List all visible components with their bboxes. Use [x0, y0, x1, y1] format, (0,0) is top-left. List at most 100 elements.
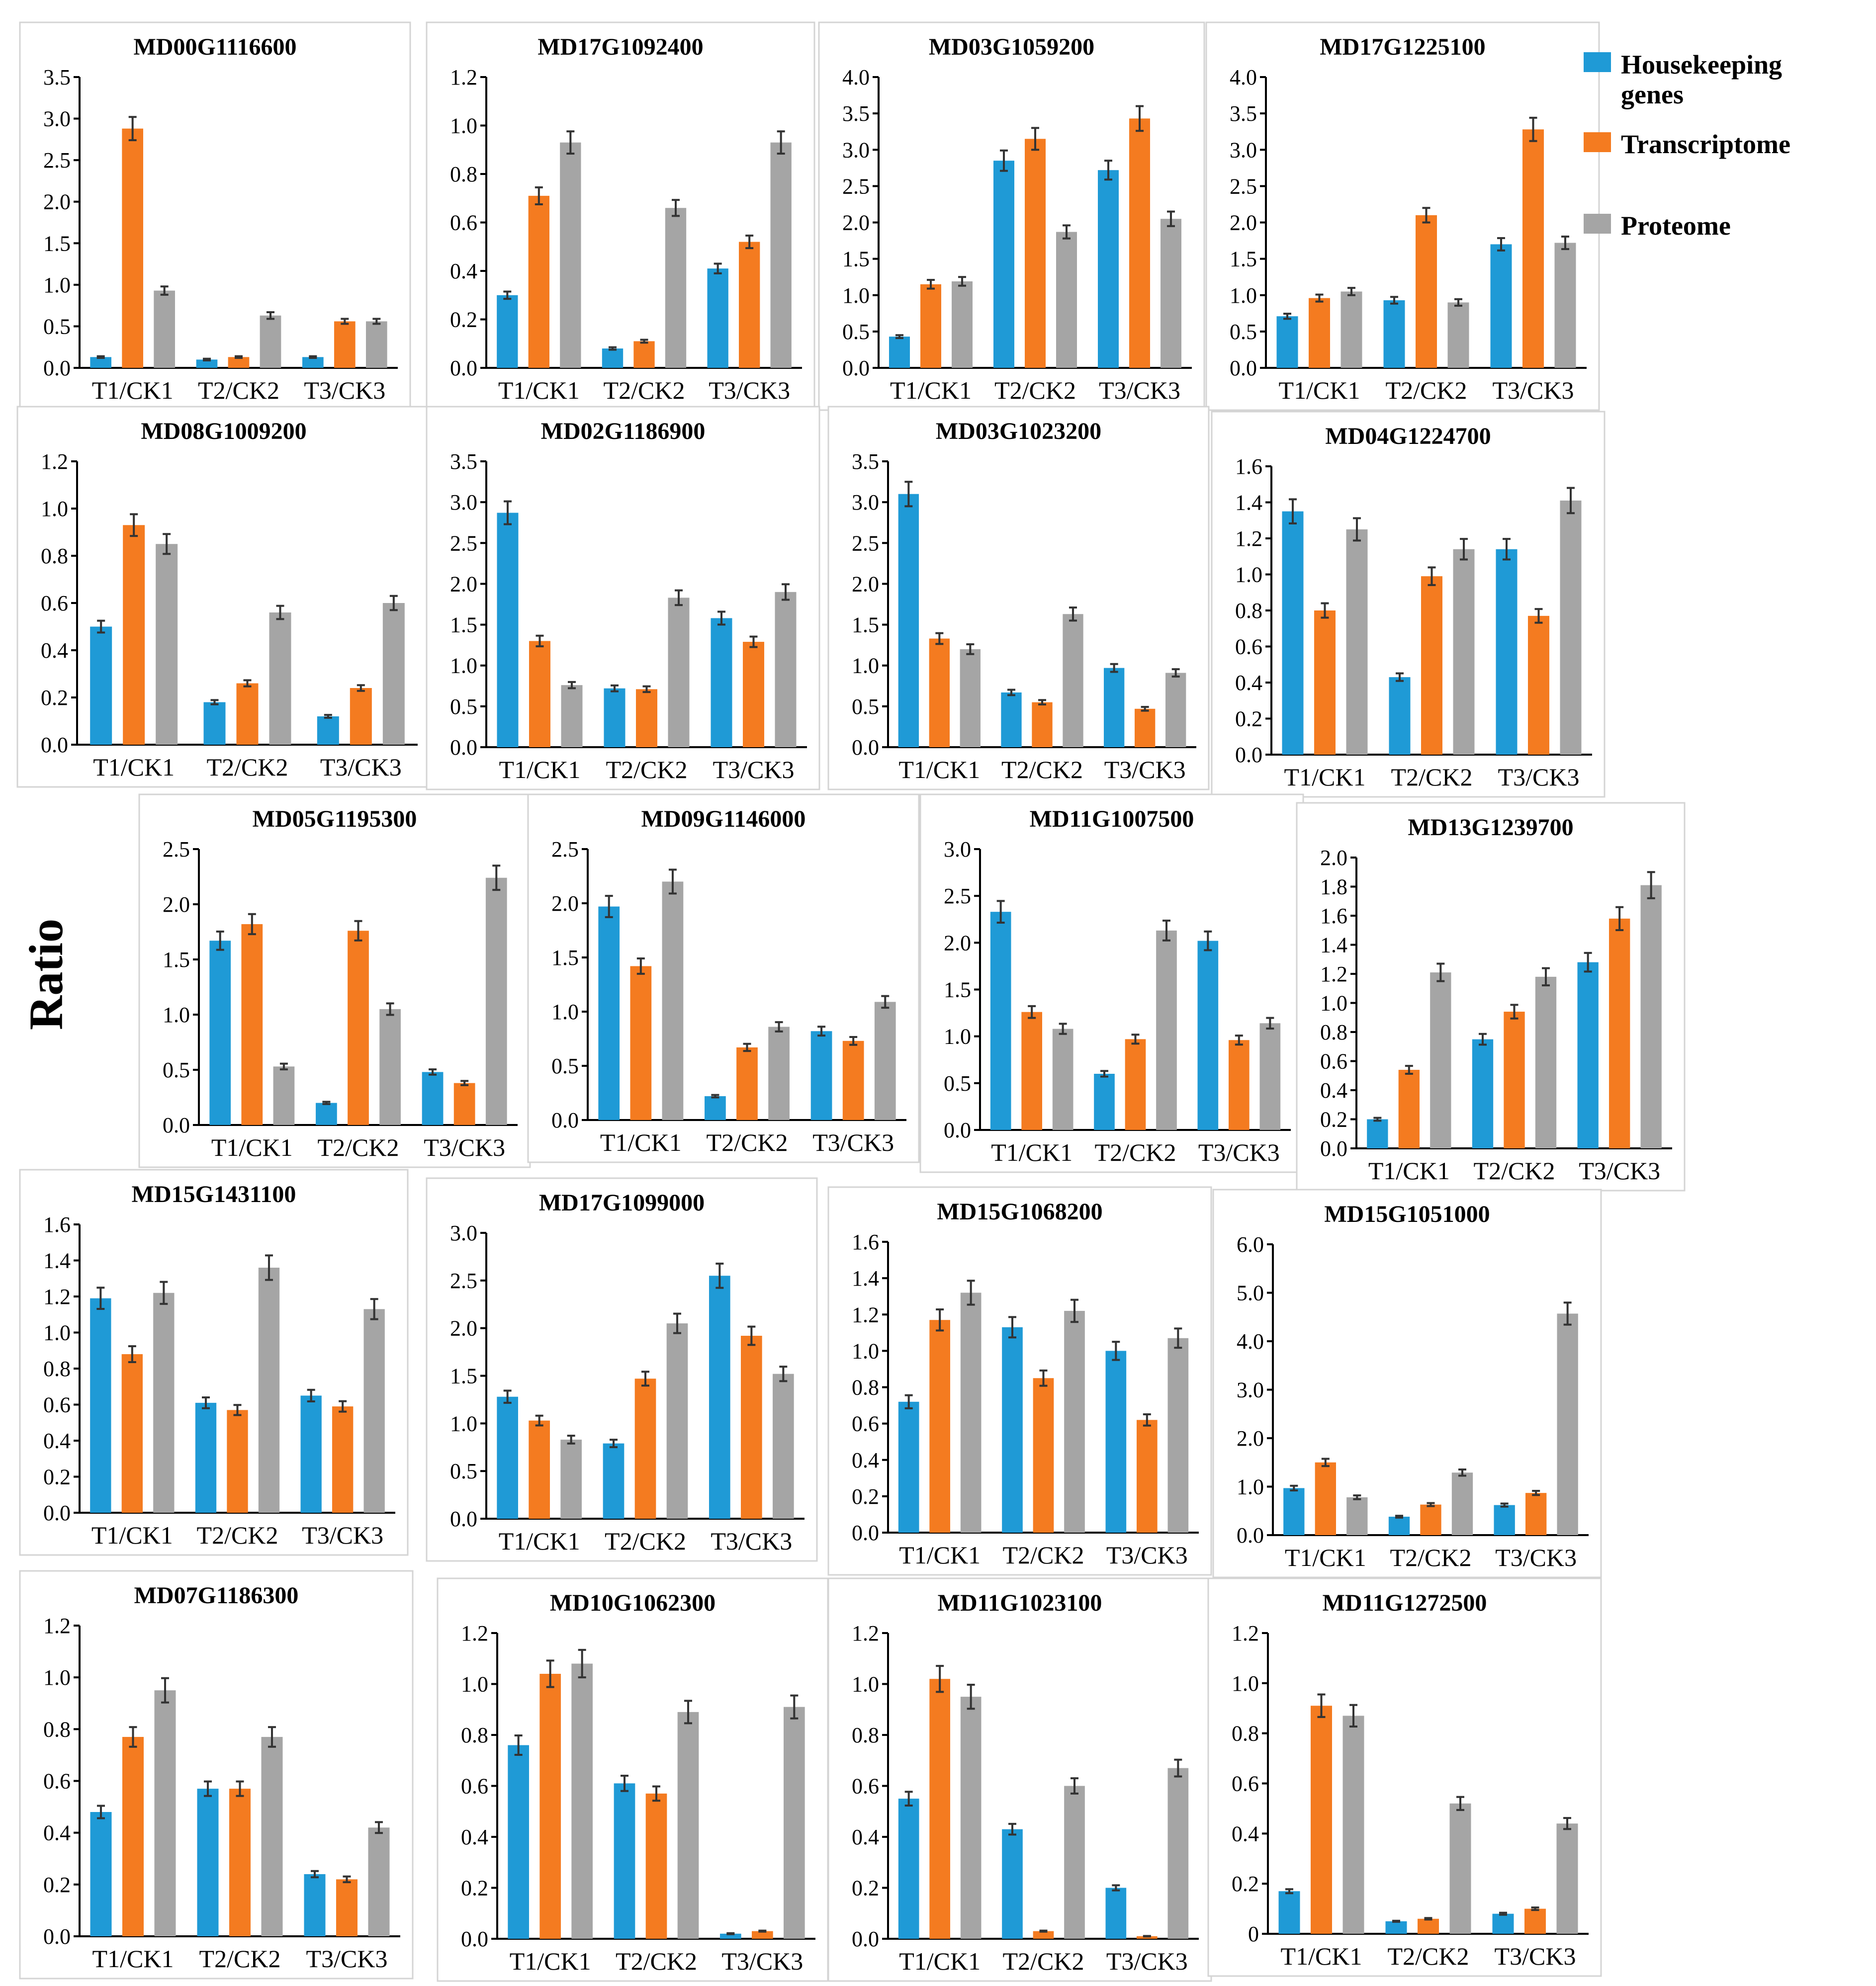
error-bar — [1028, 1005, 1036, 1019]
y-tick-label: 0.8 — [852, 1723, 879, 1747]
error-bar — [307, 1388, 315, 1402]
error-bar — [129, 1726, 137, 1748]
bar-proteome — [1430, 972, 1451, 1148]
bar-proteome — [561, 685, 583, 747]
x-category-label: T3/CK3 — [1579, 1157, 1660, 1185]
bar-transcriptome — [1420, 1504, 1441, 1535]
error-bar — [386, 1002, 394, 1016]
x-category-label: T2/CK2 — [605, 1527, 686, 1555]
x-category-label: T1/CK1 — [1279, 376, 1360, 404]
error-bar — [1563, 1817, 1571, 1830]
error-bar — [1321, 602, 1329, 619]
error-bar — [1167, 210, 1175, 227]
error-bar — [636, 957, 645, 975]
chart-panel: MD05G1195300 0.0 0.5 1.0 1.5 2.0 2.5 T1/CK1 T2/C… — [138, 793, 531, 1168]
bar-transcriptome — [227, 1410, 248, 1513]
y-tick-label: 2.0 — [1230, 211, 1257, 235]
y-tick-label: 2.0 — [1237, 1426, 1264, 1451]
x-category-label: T1/CK1 — [991, 1138, 1072, 1166]
bar-transcriptome — [1125, 1039, 1146, 1130]
y-tick-label: 2.5 — [944, 884, 971, 908]
error-bar — [1563, 1301, 1572, 1326]
error-bar — [1584, 951, 1592, 973]
error-bar — [504, 500, 512, 525]
y-tick-label: 3.5 — [1230, 101, 1257, 126]
y-tick-label: 2.5 — [450, 1269, 477, 1293]
error-bar — [1143, 1413, 1151, 1427]
error-bar — [341, 318, 349, 325]
bar-housekeeping — [203, 702, 226, 745]
bar-transcriptome — [633, 341, 655, 368]
error-bar — [536, 634, 544, 648]
legend-label-transcriptome: Transcriptome — [1621, 129, 1790, 159]
error-bar — [1531, 1906, 1539, 1911]
bar-proteome — [677, 1712, 699, 1939]
x-category-label: T1/CK1 — [899, 1541, 981, 1569]
x-category-label: T2/CK2 — [1391, 763, 1473, 791]
x-category-label: T1/CK1 — [890, 376, 972, 404]
x-category-label: T3/CK3 — [1104, 756, 1186, 783]
error-bar — [1071, 1298, 1078, 1323]
bar-transcriptome — [1137, 1936, 1158, 1939]
bar-transcriptome — [920, 284, 941, 368]
y-tick-label: 0.0 — [43, 356, 71, 380]
x-category-label: T3/CK3 — [302, 1521, 383, 1549]
x-category-label: T2/CK2 — [1001, 756, 1083, 783]
x-category-label: T1/CK1 — [1368, 1157, 1450, 1185]
y-tick-label: 3.5 — [852, 449, 879, 474]
bar-housekeeping — [90, 626, 112, 745]
chart-panel: MD04G1224700 0.0 0.2 0.4 0.6 0.8 1.0 1.2 1.4 1.6 T… — [1211, 411, 1606, 798]
bar-proteome — [775, 592, 797, 747]
y-tick-label: 0.6 — [461, 1774, 488, 1799]
y-tick-label: 1.2 — [43, 1285, 71, 1309]
error-bar — [311, 1870, 319, 1879]
error-bar — [322, 1101, 331, 1105]
y-tick-label: 1.5 — [842, 247, 870, 271]
chart-title: MD15G1051000 — [1324, 1201, 1490, 1227]
error-bar — [204, 1780, 212, 1797]
error-bar — [460, 1080, 469, 1086]
bar-housekeeping — [1282, 511, 1304, 755]
bar-proteome — [770, 142, 792, 368]
error-bar — [1000, 149, 1008, 172]
bar-housekeeping — [993, 161, 1014, 368]
y-tick-label: 1.0 — [41, 497, 68, 521]
error-bar — [1353, 1494, 1361, 1500]
chart-panel: MD03G1059200 0.0 0.5 1.0 1.5 2.0 2.5 3.0 3.5 4.0 T… — [818, 21, 1205, 411]
bar-proteome — [1560, 500, 1582, 755]
y-tick-label: 1.5 — [450, 1364, 477, 1388]
bar-housekeeping — [1492, 1913, 1514, 1934]
y-tick-label: 2.5 — [551, 837, 579, 862]
bar-transcriptome — [121, 1354, 143, 1513]
chart-title: MD03G1059200 — [929, 34, 1094, 60]
error-bar — [97, 619, 105, 634]
error-bar — [236, 1780, 244, 1797]
bar-housekeeping — [604, 688, 625, 747]
legend-label-proteome: Proteome — [1621, 211, 1731, 241]
x-category-label: T3/CK3 — [711, 1527, 792, 1555]
error-bar — [1373, 1117, 1382, 1122]
x-category-label: T3/CK3 — [1495, 1942, 1576, 1970]
y-tick-label: 4.0 — [842, 65, 870, 89]
y-tick-label: 0.5 — [163, 1058, 190, 1082]
bar-proteome — [560, 1439, 582, 1519]
bar-transcriptome — [528, 195, 549, 368]
bar-transcriptome — [228, 357, 250, 368]
error-bar — [1317, 1693, 1326, 1718]
y-tick-label: 0.6 — [41, 591, 68, 615]
y-tick-label: 1.5 — [852, 613, 879, 637]
y-tick-label: 1.4 — [1320, 933, 1347, 957]
x-category-label: T3/CK3 — [713, 756, 795, 783]
y-tick-label: 0.6 — [1232, 1772, 1259, 1796]
bar-proteome — [1064, 1310, 1085, 1533]
bar-housekeeping — [1389, 677, 1411, 755]
y-tick-label: 0.2 — [41, 686, 68, 710]
y-tick-label: 1.2 — [450, 65, 477, 89]
bar-proteome — [1165, 673, 1186, 747]
chart-title: MD17G1099000 — [539, 1190, 705, 1216]
bar-transcriptome — [630, 966, 652, 1120]
x-category-label: T3/CK3 — [1495, 1544, 1577, 1571]
error-bar — [610, 1439, 618, 1449]
y-tick-label: 0.0 — [41, 733, 68, 757]
bar-proteome — [1340, 291, 1362, 368]
